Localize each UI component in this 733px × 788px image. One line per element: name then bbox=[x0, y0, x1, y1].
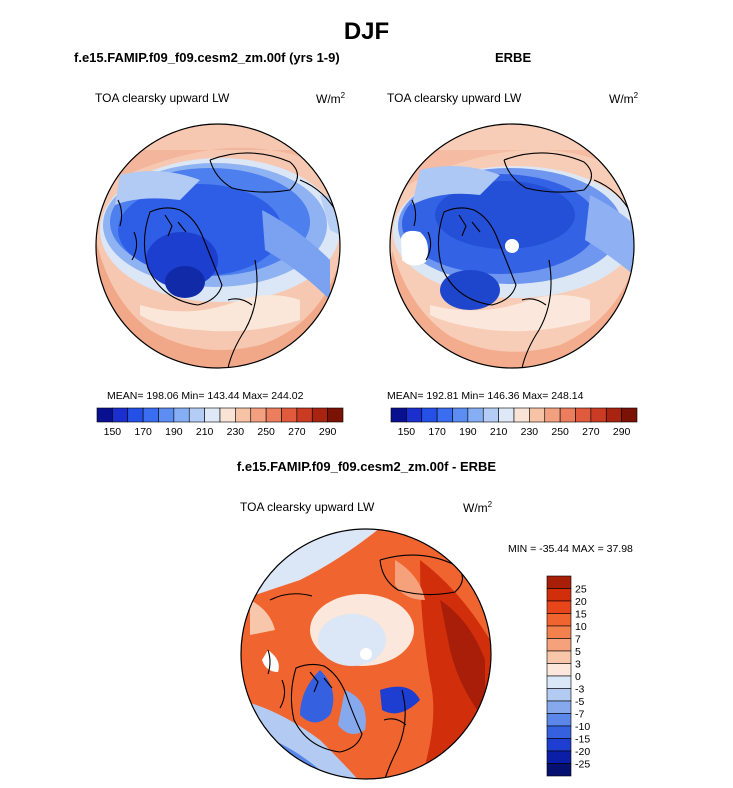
diff-colorbar-tick-label: 7 bbox=[575, 634, 581, 646]
diff-colorbar-tick-label: 10 bbox=[575, 621, 587, 633]
diff-colorbar-swatch bbox=[546, 725, 572, 739]
obs-colorbar-tick-label: 270 bbox=[582, 426, 600, 438]
model-colorbar-swatch bbox=[281, 407, 298, 423]
diff-colorbar-tick-label: 0 bbox=[575, 671, 581, 683]
obs-colorbar-tick-label: 230 bbox=[521, 426, 539, 438]
model-variable-label: TOA clearsky upward LW bbox=[95, 91, 230, 105]
model-colorbar-tick-label: 230 bbox=[227, 426, 245, 438]
obs-colorbar-tick-label: 250 bbox=[551, 426, 569, 438]
model-colorbar-swatch bbox=[265, 407, 282, 423]
model-colorbar-swatch bbox=[250, 407, 267, 423]
obs-colorbar-swatch bbox=[498, 407, 515, 423]
model-colorbar-swatch bbox=[127, 407, 144, 423]
diff-colorbar-tick-label: 25 bbox=[575, 584, 587, 596]
model-colorbar-swatch bbox=[327, 407, 344, 423]
model-colorbar-tick-label: 210 bbox=[196, 426, 214, 438]
model-colorbar-tick-label: 270 bbox=[288, 426, 306, 438]
model-colorbar-tick-label: 170 bbox=[134, 426, 152, 438]
model-colorbar-swatch bbox=[96, 407, 113, 423]
obs-colorbar-swatch bbox=[559, 407, 576, 423]
diff-colorbar-swatch bbox=[546, 688, 572, 702]
diff-colorbar-tick-label: -15 bbox=[575, 734, 590, 746]
model-colorbar-swatch bbox=[188, 407, 205, 423]
obs-colorbar-swatch bbox=[436, 407, 453, 423]
obs-variable-label: TOA clearsky upward LW bbox=[387, 91, 522, 105]
diff-colorbar-swatch bbox=[546, 575, 572, 589]
obs-colorbar-swatch bbox=[482, 407, 499, 423]
obs-stats: MEAN= 192.81 Min= 146.36 Max= 248.14 bbox=[387, 390, 584, 402]
diff-colorbar-swatch bbox=[546, 625, 572, 639]
obs-panel-title: ERBE bbox=[495, 50, 532, 65]
diff-colorbar-tick-label: -7 bbox=[575, 709, 584, 721]
obs-colorbar-swatch bbox=[467, 407, 484, 423]
diff-colorbar-swatch bbox=[546, 675, 572, 689]
diff-colorbar-swatch bbox=[546, 638, 572, 652]
obs-colorbar-swatch bbox=[406, 407, 423, 423]
diff-colorbar-tick-label: -25 bbox=[575, 759, 590, 771]
obs-colorbar-swatch bbox=[390, 407, 407, 423]
obs-colorbar-tick-label: 190 bbox=[459, 426, 477, 438]
diff-panel-title: f.e15.FAMIP.f09_f09.cesm2_zm.00f - ERBE bbox=[236, 459, 497, 474]
model-colorbar-swatch bbox=[142, 407, 159, 423]
model-colorbar-swatch bbox=[311, 407, 328, 423]
model-colorbar-tick-label: 190 bbox=[165, 426, 183, 438]
model-stats: MEAN= 198.06 Min= 143.44 Max= 244.02 bbox=[107, 390, 304, 402]
diff-polar-map bbox=[240, 528, 492, 780]
diff-colorbar-tick-label: -3 bbox=[575, 684, 584, 696]
diff-colorbar-tick-label: 20 bbox=[575, 596, 587, 608]
model-colorbar-swatch bbox=[235, 407, 252, 423]
obs-colorbar-tick-label: 170 bbox=[428, 426, 446, 438]
model-colorbar-swatch bbox=[173, 407, 190, 423]
obs-colorbar-tick-label: 150 bbox=[398, 426, 416, 438]
diff-colorbar-swatch bbox=[546, 663, 572, 677]
obs-polar-map bbox=[389, 123, 635, 369]
obs-units: W/m2 bbox=[609, 91, 639, 106]
model-colorbar-tick-label: 290 bbox=[319, 426, 337, 438]
diff-colorbar-tick-label: -5 bbox=[575, 696, 584, 708]
model-units: W/m2 bbox=[316, 91, 346, 106]
diff-colorbar-swatch bbox=[546, 750, 572, 764]
obs-colorbar-swatch bbox=[575, 407, 592, 423]
obs-colorbar-tick-label: 210 bbox=[490, 426, 508, 438]
model-colorbar-swatch bbox=[158, 407, 175, 423]
model-colorbar-swatch bbox=[296, 407, 313, 423]
obs-colorbar-tick-label: 290 bbox=[613, 426, 631, 438]
page-title: DJF bbox=[343, 18, 390, 45]
diff-colorbar-swatch bbox=[546, 713, 572, 727]
diff-colorbar-swatch bbox=[546, 613, 572, 627]
obs-colorbar-swatch bbox=[544, 407, 561, 423]
diff-colorbar-tick-label: 15 bbox=[575, 609, 587, 621]
obs-colorbar-swatch bbox=[590, 407, 607, 423]
diff-colorbar-tick-label: 5 bbox=[575, 646, 581, 658]
model-colorbar: 150 170 190 210 230 250 270 290 bbox=[96, 407, 344, 438]
obs-colorbar-swatch bbox=[421, 407, 438, 423]
obs-colorbar-swatch bbox=[529, 407, 546, 423]
obs-colorbar-swatch bbox=[621, 407, 638, 423]
diff-colorbar-tick-label: 3 bbox=[575, 659, 581, 671]
diff-colorbar-swatch bbox=[546, 763, 572, 777]
diff-colorbar-swatch bbox=[546, 588, 572, 602]
diff-colorbar-swatch bbox=[546, 650, 572, 664]
diff-colorbar-tick-label: -10 bbox=[575, 721, 590, 733]
obs-colorbar-swatch bbox=[513, 407, 530, 423]
obs-colorbar-swatch bbox=[605, 407, 622, 423]
obs-colorbar-swatch bbox=[452, 407, 469, 423]
model-colorbar-swatch bbox=[204, 407, 221, 423]
model-colorbar-tick-label: 150 bbox=[104, 426, 122, 438]
diff-colorbar-swatch bbox=[546, 738, 572, 752]
diff-colorbar-tick-label: -20 bbox=[575, 746, 590, 758]
model-colorbar-swatch bbox=[219, 407, 236, 423]
model-colorbar-tick-label: 250 bbox=[257, 426, 275, 438]
diff-stats: MIN = -35.44 MAX = 37.98 bbox=[508, 543, 633, 555]
diff-colorbar-swatch bbox=[546, 600, 572, 614]
obs-colorbar: 150 170 190 210 230 250 270 290 bbox=[390, 407, 638, 438]
diff-colorbar-swatch bbox=[546, 700, 572, 714]
diff-units: W/m2 bbox=[463, 500, 493, 515]
model-polar-map bbox=[95, 123, 341, 369]
diff-variable-label: TOA clearsky upward LW bbox=[240, 500, 375, 514]
model-colorbar-swatch bbox=[112, 407, 129, 423]
model-panel-title: f.e15.FAMIP.f09_f09.cesm2_zm.00f (yrs 1-… bbox=[74, 50, 340, 65]
